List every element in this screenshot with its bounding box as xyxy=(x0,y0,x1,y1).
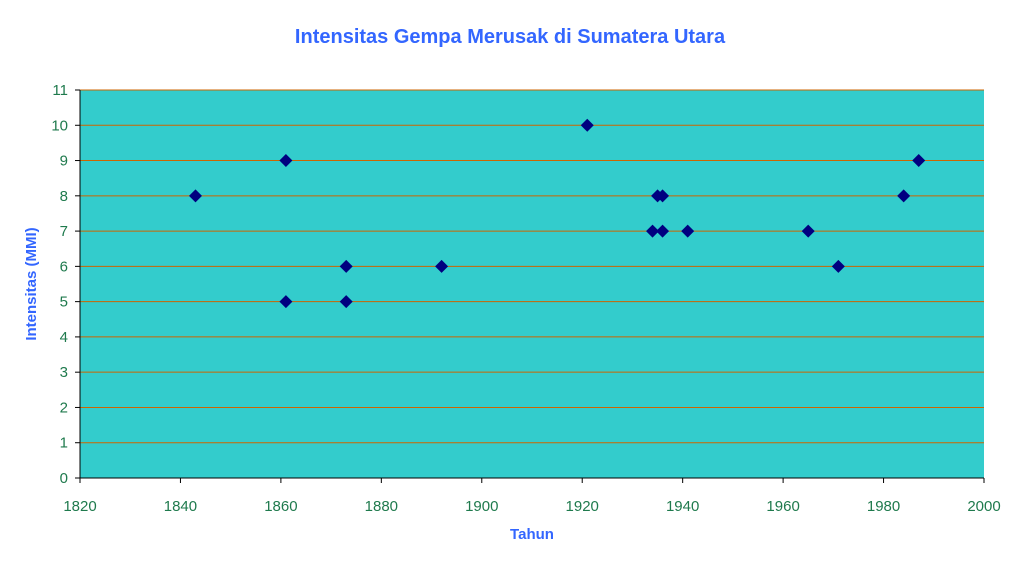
x-tick-label: 1920 xyxy=(566,498,599,515)
data-point-marker xyxy=(646,224,660,238)
data-point-marker xyxy=(339,295,353,309)
data-point-marker xyxy=(189,189,203,203)
x-tick-label: 1900 xyxy=(465,498,498,515)
data-point-marker xyxy=(912,154,926,168)
data-point-marker xyxy=(279,154,293,168)
y-tick-label: 11 xyxy=(52,82,68,99)
data-point-marker xyxy=(681,224,695,238)
x-tick-label: 1960 xyxy=(766,498,799,515)
data-point-marker xyxy=(656,224,670,238)
y-tick-label: 4 xyxy=(60,329,68,346)
data-point-marker xyxy=(339,259,353,273)
x-tick-label: 1840 xyxy=(164,498,197,515)
y-axis-tick-labels: 0 1 2 3 4 5 6 7 8 9 10 11 xyxy=(51,82,68,487)
x-tick-label: 2000 xyxy=(967,498,1000,515)
data-points xyxy=(189,118,926,309)
y-tick-label: 2 xyxy=(60,399,68,416)
x-axis-tick-labels: 1820 1840 1860 1880 1900 1920 1940 1960 1980 2000 xyxy=(63,498,1000,515)
y-axis-title: Intensitas (MMI) xyxy=(23,227,40,340)
data-point-marker xyxy=(279,295,293,309)
data-point-marker xyxy=(435,259,449,273)
y-tick-label: 7 xyxy=(60,223,68,240)
axes xyxy=(75,89,985,483)
y-tick-label: 9 xyxy=(60,153,68,170)
y-tick-label: 6 xyxy=(60,258,68,275)
y-tick-label: 5 xyxy=(60,294,68,311)
x-tick-label: 1860 xyxy=(264,498,297,515)
x-axis-title: Tahun xyxy=(510,526,554,543)
data-point-marker xyxy=(580,118,594,132)
x-tick-label: 1880 xyxy=(365,498,398,515)
data-point-marker xyxy=(656,189,670,203)
plot-area xyxy=(80,90,984,478)
y-tick-label: 0 xyxy=(60,470,68,487)
y-tick-label: 3 xyxy=(60,364,68,381)
y-tick-label: 10 xyxy=(51,117,68,134)
gridlines xyxy=(80,89,984,444)
y-tick-label: 8 xyxy=(60,188,68,205)
x-tick-label: 1940 xyxy=(666,498,699,515)
data-point-marker xyxy=(831,259,845,273)
chart-title: Intensitas Gempa Merusak di Sumatera Uta… xyxy=(295,26,726,48)
data-point-marker xyxy=(801,224,815,238)
y-tick-label: 1 xyxy=(60,435,68,452)
data-point-marker xyxy=(897,189,911,203)
x-tick-label: 1820 xyxy=(63,498,96,515)
x-tick-label: 1980 xyxy=(867,498,900,515)
